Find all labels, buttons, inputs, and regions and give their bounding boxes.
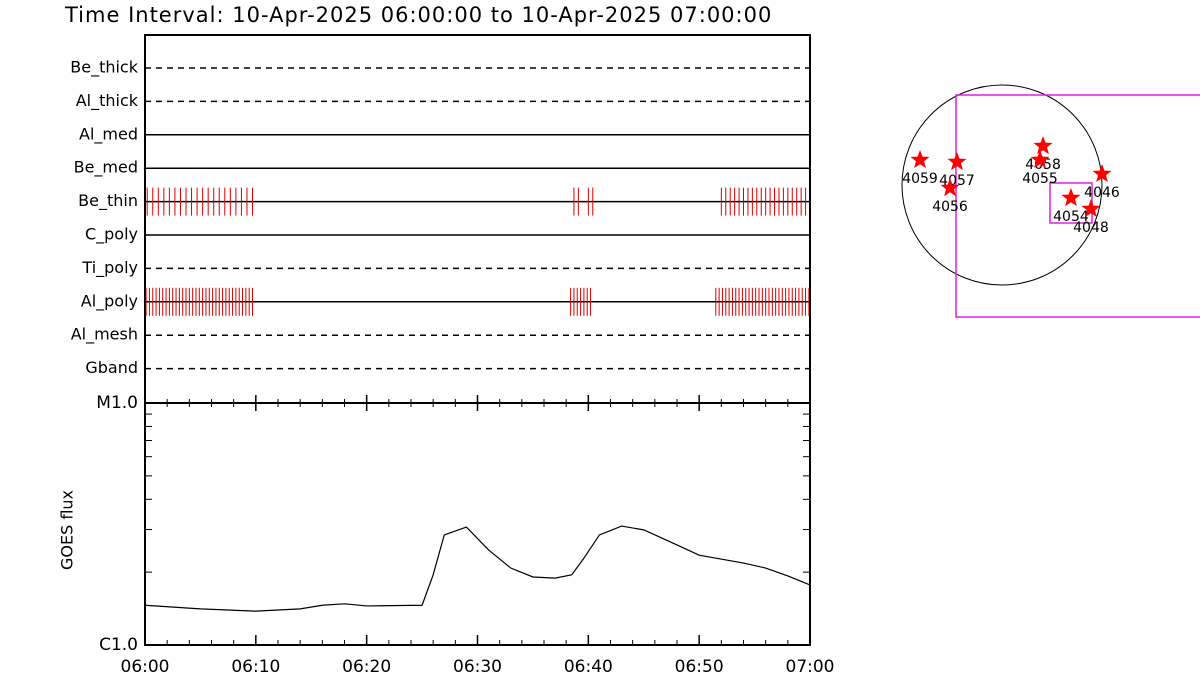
filter-label: Al_mesh (71, 325, 138, 345)
region-label: 4054 (1053, 209, 1089, 225)
filter-label: Be_med (74, 158, 138, 178)
x-tick-label: 06:40 (564, 657, 613, 677)
region-label: 4046 (1084, 185, 1120, 201)
region-star (1081, 199, 1101, 217)
x-tick-label: 06:00 (121, 657, 170, 677)
y-tick-label: M1.0 (96, 393, 138, 413)
region-star (940, 178, 960, 197)
region-label: 4059 (902, 171, 938, 187)
region-star (1061, 188, 1081, 207)
region-star (947, 152, 967, 171)
region-label: 4048 (1073, 220, 1109, 236)
region-star (1092, 164, 1112, 182)
x-tick-label: 06:30 (453, 657, 502, 677)
region-star (910, 150, 930, 169)
region-label: 4056 (932, 199, 968, 215)
fov-box (955, 94, 1200, 318)
filter-label: Al_poly (81, 291, 138, 311)
filter-label: Al_thick (76, 91, 139, 111)
filter-label: Al_med (79, 124, 138, 144)
x-tick-label: 06:20 (342, 657, 391, 677)
goes-line (144, 525, 811, 612)
region-star (1033, 136, 1053, 155)
timeline-frame (144, 34, 811, 404)
y-axis-label: GOES flux (58, 490, 77, 570)
chart-title: Time Interval: 10-Apr-2025 06:00:00 to 1… (64, 3, 772, 27)
filter-label: Ti_poly (81, 258, 138, 278)
filter-label: Be_thick (70, 58, 138, 78)
goes-frame (144, 402, 811, 646)
x-tick-label: 07:00 (786, 657, 835, 677)
x-tick-label: 06:10 (231, 657, 280, 677)
filter-label: C_poly (85, 225, 138, 245)
solar-disk (901, 84, 1103, 286)
x-tick-label: 06:50 (675, 657, 724, 677)
region-star (1030, 150, 1050, 169)
filter-label: Be_thin (78, 191, 138, 211)
filter-label: Gband (85, 358, 138, 377)
region-label: 4055 (1022, 171, 1058, 187)
y-tick-label: C1.0 (99, 635, 138, 655)
